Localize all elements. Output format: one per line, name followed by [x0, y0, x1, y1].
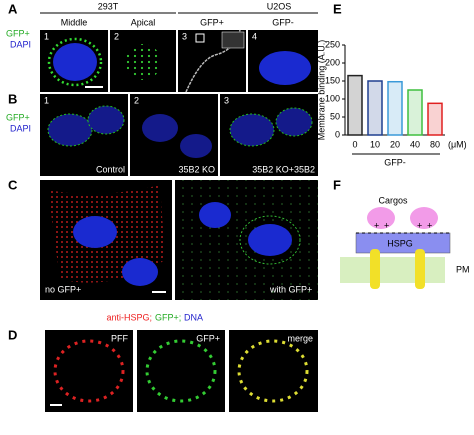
panel-b: B GFP+ DAPI 1 2 3 Control 35B2 KO 35B2 K…: [6, 91, 318, 176]
image-number: 3: [182, 31, 187, 41]
image-label: merge: [287, 333, 313, 343]
panel-c: C no GFP+ with GFP+ anti-HSPG; GFP+; DNA: [8, 177, 318, 322]
image-number: 2: [114, 31, 119, 41]
panel-a: A 293T U2OS Middle Apical GFP+ GFP- GFP+…: [6, 1, 318, 93]
legend-blue: DNA: [184, 312, 203, 322]
column-label: Middle: [61, 17, 88, 27]
merge-signal: [237, 339, 309, 403]
image-label: PFF: [111, 333, 129, 343]
stain-label: GFP+: [6, 112, 30, 122]
micrograph: [229, 330, 318, 412]
column-label: Apical: [131, 17, 156, 27]
panel-letter: A: [8, 1, 18, 16]
y-tick-label: 150: [325, 75, 340, 85]
x-tick-label: 80: [430, 139, 440, 149]
hspg-label: HSPG: [387, 238, 413, 248]
nucleus: [199, 202, 231, 228]
stain-label: DAPI: [10, 39, 31, 49]
bar: [367, 80, 383, 136]
column-label: GFP+: [200, 17, 224, 27]
y-tick-label: 0: [335, 129, 340, 139]
anchor: [370, 249, 380, 289]
nucleus: [122, 258, 158, 286]
unit-label: (μM): [448, 139, 467, 149]
inset-box: [195, 33, 205, 43]
cell: [87, 105, 125, 135]
nucleus: [259, 51, 311, 85]
image-number: 2: [134, 95, 139, 105]
gfp-signal: [145, 339, 217, 403]
condition-label: Control: [96, 164, 125, 174]
nucleus: [73, 216, 117, 248]
column-label: GFP-: [272, 17, 294, 27]
panel-d: D PFF GFP+ merge: [8, 327, 318, 412]
inset: [221, 31, 245, 49]
cargo: [410, 207, 438, 229]
puncta: [125, 44, 161, 80]
panel-letter: C: [8, 177, 18, 192]
image-label: no GFP+: [45, 284, 81, 294]
image-number: 1: [44, 31, 49, 41]
image-label: GFP+: [196, 333, 220, 343]
x-tick-label: 10: [370, 139, 380, 149]
nucleus: [248, 224, 292, 256]
plasma-membrane: [340, 257, 445, 283]
x-tick-label: 0: [352, 139, 357, 149]
anchor: [415, 249, 425, 289]
bar: [407, 89, 423, 136]
nucleus: [53, 43, 97, 81]
cell: [275, 107, 313, 137]
bar: [427, 102, 443, 136]
hspg: [355, 232, 451, 254]
y-tick-label: 100: [325, 93, 340, 103]
stain-label: DAPI: [10, 123, 31, 133]
charge: +: [417, 220, 422, 230]
image-number: 4: [252, 31, 257, 41]
bar: [387, 80, 403, 136]
group-label: 293T: [98, 1, 119, 11]
y-tick-label: 200: [325, 57, 340, 67]
legend-green: GFP+;: [155, 312, 181, 322]
group-label: U2OS: [267, 1, 292, 11]
y-axis-label: Membrane binding (A.U.): [316, 40, 326, 141]
charge: +: [384, 220, 389, 230]
x-tick-label: 40: [410, 139, 420, 149]
legend-red: anti-HSPG;: [106, 312, 152, 322]
panel-letter: F: [333, 177, 341, 192]
panel-letter: D: [8, 327, 17, 342]
condition-label: 35B2 KO: [178, 164, 215, 174]
panel-e: E Membrane binding (A.U.) GFP- (μM) 0 50 1…: [316, 1, 466, 167]
x-tick-label: 20: [390, 139, 400, 149]
cargos-label: Cargos: [378, 195, 408, 205]
cell: [180, 134, 212, 158]
membrane: [47, 37, 103, 87]
charge: +: [374, 220, 379, 230]
micrograph: [45, 330, 133, 412]
panel-letter: B: [8, 91, 17, 106]
image-label: with GFP+: [269, 284, 312, 294]
cell: [142, 114, 178, 142]
image-number: 3: [224, 95, 229, 105]
cargo: [367, 207, 395, 229]
y-tick-label: 250: [325, 39, 340, 49]
charge: +: [427, 220, 432, 230]
panel-letter: E: [333, 1, 342, 16]
pff-signal: [53, 339, 125, 403]
image-number: 1: [44, 95, 49, 105]
y-tick-label: 50: [330, 111, 340, 121]
condition-label: 35B2 KO+35B2: [252, 164, 315, 174]
stain-label: GFP+: [6, 28, 30, 38]
gfp-signal: [175, 180, 318, 300]
x-axis-label: GFP-: [384, 157, 406, 167]
micrograph: [137, 330, 225, 412]
bar: [347, 74, 363, 136]
panel-f: F Cargos PM HSPG + + + +: [333, 177, 470, 289]
cell: [229, 113, 275, 147]
membrane-label: PM: [456, 264, 470, 274]
membrane: [239, 215, 301, 265]
cell: [47, 113, 93, 147]
